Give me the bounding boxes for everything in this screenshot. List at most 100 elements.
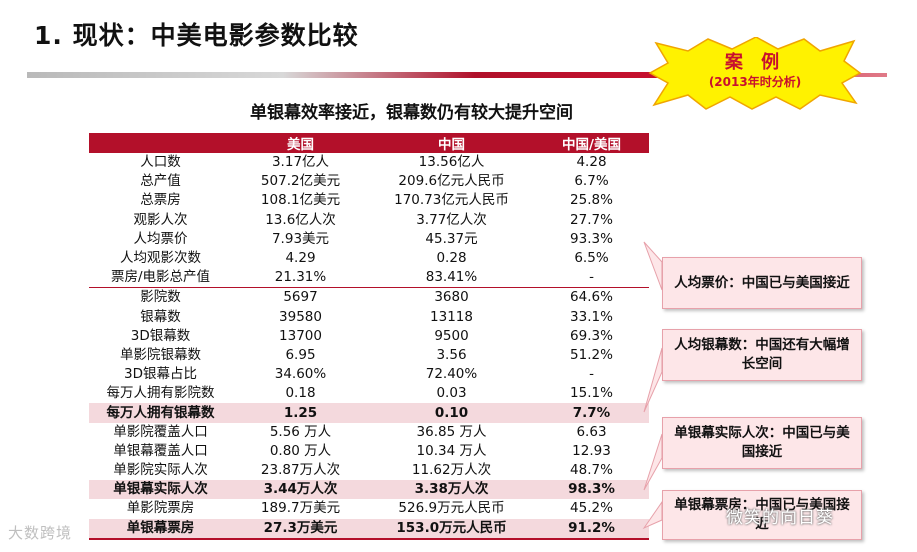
ratio-value: 91.2% [534,518,649,540]
callout-box-office-per-screen: 单银幕票房：中国已与美国接近 [662,490,862,540]
ratio-value: 93.3% [570,230,613,247]
table-row: 总票房 108.1亿美元 170.73亿元人民币 25.8% [89,191,649,210]
table-row: 人口数 3.17亿人 13.56亿人 4.28 [89,153,649,172]
ratio-value: 45.2% [570,500,613,517]
ratio-value: 15.1% [570,385,613,402]
ratio-value: 12.93 [572,442,611,459]
table-row: 总产值 507.2亿美元 209.6亿元人民币 6.7% [89,172,649,191]
row-label: 单影院实际人次 [113,462,208,479]
badge-title: 案 例 [724,52,786,73]
table-row-highlighted: 每万人拥有银幕数 1.25 0.10 7.7% [89,403,649,423]
page-title: 1. 现状：中美电影参数比较 [34,21,359,50]
table-row: 3D银幕占比 34.60% 72.40% - [89,365,649,384]
callout-screens-per-capita: 人均银幕数：中国还有大幅增长空间 [662,329,862,381]
us-value: 21.31% [274,269,327,286]
table-header-row: 美国 中国 中国/美国 [89,133,649,153]
table-row: 银幕数 39580 13118 33.1% [89,308,649,327]
cn-value: 36.85 万人 [416,423,487,440]
row-label: 单影院银幕数 [120,346,201,363]
header-us: 美国 [232,133,369,153]
us-value: 6.95 [285,346,316,363]
us-value: 3.44万人次 [232,480,369,500]
us-value: 5697 [232,287,369,308]
us-value: 34.60% [274,366,327,383]
header-blank [89,133,232,153]
table-row: 单影院票房 189.7万美元 526.9万元人民币 45.2% [89,499,649,518]
cn-value: 13.56亿人 [418,154,485,171]
us-value: 108.1亿美元 [260,192,341,209]
row-label: 单影院覆盖人口 [113,423,208,440]
row-label: 观影人次 [133,211,188,228]
ratio-value: 33.1% [570,308,613,325]
cn-value: 11.62万人次 [411,462,492,479]
slide-subtitle: 单银幕效率接近，银幕数仍有较大提升空间 [250,103,573,123]
us-value: 13.6亿人次 [265,211,336,228]
table-row: 影院数 5697 3680 64.6% [89,287,649,308]
us-value: 189.7万美元 [260,500,341,517]
us-value: 507.2亿美元 [260,173,341,190]
ratio-value: 69.3% [570,327,613,344]
row-label: 每万人拥有影院数 [106,385,215,402]
cn-value: 45.37元 [425,230,478,247]
row-label: 人均票价 [133,230,188,247]
cn-value: 3.77亿人次 [416,211,487,228]
table-row: 单影院覆盖人口 5.56 万人 36.85 万人 6.63 [89,423,649,442]
row-label: 总票房 [140,192,181,209]
us-value: 0.80 万人 [269,442,332,459]
ratio-value: - [589,269,594,286]
row-label: 单银幕实际人次 [89,480,232,500]
row-label: 单银幕覆盖人口 [113,442,208,459]
us-value: 23.87万人次 [260,462,341,479]
row-label: 每万人拥有银幕数 [89,403,232,423]
us-value: 4.29 [285,250,316,267]
ratio-value: 6.7% [574,173,609,190]
cn-value: 153.0万元人民币 [369,518,534,540]
cn-value: 0.03 [436,385,467,402]
ratio-value: - [589,366,594,383]
cn-value: 0.28 [436,250,467,267]
row-label: 3D银幕占比 [124,366,197,383]
table-row: 人均票价 7.93美元 45.37元 93.3% [89,230,649,249]
watermark-right: 微笑的向日葵 [726,508,834,528]
ratio-value: 51.2% [570,346,613,363]
us-value: 27.3万美元 [232,518,369,540]
row-label: 影院数 [89,287,232,308]
cn-value: 72.40% [425,366,478,383]
table-row-highlighted: 单银幕票房 27.3万美元 153.0万元人民币 91.2% [89,518,649,540]
table-row-highlighted: 单银幕实际人次 3.44万人次 3.38万人次 98.3% [89,480,649,500]
table-row: 观影人次 13.6亿人次 3.77亿人次 27.7% [89,211,649,230]
table-row: 人均观影次数 4.29 0.28 6.5% [89,249,649,268]
title-divider [27,72,667,78]
table-row: 票房/电影总产值 21.31% 83.41% - [89,268,649,288]
row-label: 单影院票房 [126,500,195,517]
ratio-value: 98.3% [534,480,649,500]
cn-value: 3680 [369,287,534,308]
cn-value: 209.6亿元人民币 [398,173,505,190]
cn-value: 526.9万元人民币 [398,500,505,517]
starburst-shape [648,37,862,110]
cn-value: 13118 [430,308,473,325]
row-label: 单银幕票房 [89,518,232,540]
row-label: 总产值 [140,173,181,190]
ratio-value: 64.6% [534,287,649,308]
us-value: 3.17亿人 [271,154,330,171]
comparison-table: 美国 中国 中国/美国 人口数 3.17亿人 13.56亿人 4.28 总产值 507.… [89,133,649,540]
row-label: 3D银幕数 [130,327,191,344]
table-row: 单影院银幕数 6.95 3.56 51.2% [89,346,649,365]
us-value: 13700 [279,327,322,344]
cn-value: 0.10 [369,403,534,423]
header-ratio: 中国/美国 [534,133,649,153]
cn-value: 3.56 [436,346,467,363]
table-row: 单影院实际人次 23.87万人次 11.62万人次 48.7% [89,461,649,480]
table-row: 每万人拥有影院数 0.18 0.03 15.1% [89,384,649,403]
cn-value: 170.73亿元人民币 [394,192,509,209]
ratio-value: 27.7% [570,211,613,228]
row-label: 人口数 [140,154,181,171]
cn-value: 3.38万人次 [369,480,534,500]
us-value: 7.93美元 [271,230,330,247]
us-value: 1.25 [232,403,369,423]
case-badge: 案 例 (2013年时分析) [648,37,862,111]
cn-value: 9500 [434,327,469,344]
row-label: 票房/电影总产值 [110,269,211,286]
ratio-value: 7.7% [534,403,649,423]
